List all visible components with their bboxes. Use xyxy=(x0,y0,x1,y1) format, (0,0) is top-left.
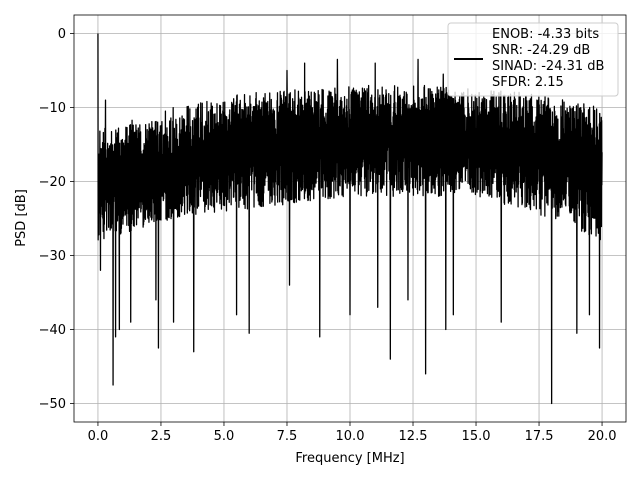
x-axis-label: Frequency [MHz] xyxy=(295,451,404,466)
legend-entry-enob: ENOB: -4.33 bits xyxy=(492,27,599,42)
y-tick-label: −50 xyxy=(39,397,66,412)
x-tick-label: 12.5 xyxy=(399,429,428,444)
y-tick-label: −20 xyxy=(39,175,66,190)
y-tick-label: −10 xyxy=(39,101,66,116)
x-tick-label: 20.0 xyxy=(588,429,617,444)
x-tick-label: 0.0 xyxy=(88,429,109,444)
x-tick-label: 7.5 xyxy=(277,429,298,444)
psd-series-line xyxy=(97,33,603,405)
y-axis-label: PSD [dB] xyxy=(14,189,29,247)
x-tick-label: 15.0 xyxy=(462,429,491,444)
y-tick-label: −40 xyxy=(39,323,66,338)
x-tick-label: 5.0 xyxy=(214,429,235,444)
x-tick-label: 17.5 xyxy=(525,429,554,444)
legend-entry-sfdr: SFDR: 2.15 xyxy=(492,75,564,90)
legend: ENOB: -4.33 bits SNR: -24.29 dB SINAD: -… xyxy=(447,22,619,97)
legend-box xyxy=(447,22,619,97)
legend-entry-snr: SNR: -24.29 dB xyxy=(492,43,590,58)
plot-area xyxy=(97,33,603,405)
legend-entry-sinad: SINAD: -24.31 dB xyxy=(492,59,604,74)
y-tick-label: −30 xyxy=(39,249,66,264)
y-tick-label: 0 xyxy=(58,27,66,42)
x-tick-label: 2.5 xyxy=(151,429,172,444)
x-tick-label: 10.0 xyxy=(336,429,365,444)
ticks: 0.0 2.5 5.0 7.5 10.0 12.5 15.0 17.5 20.0 0 −10 −20 −… xyxy=(39,27,617,444)
